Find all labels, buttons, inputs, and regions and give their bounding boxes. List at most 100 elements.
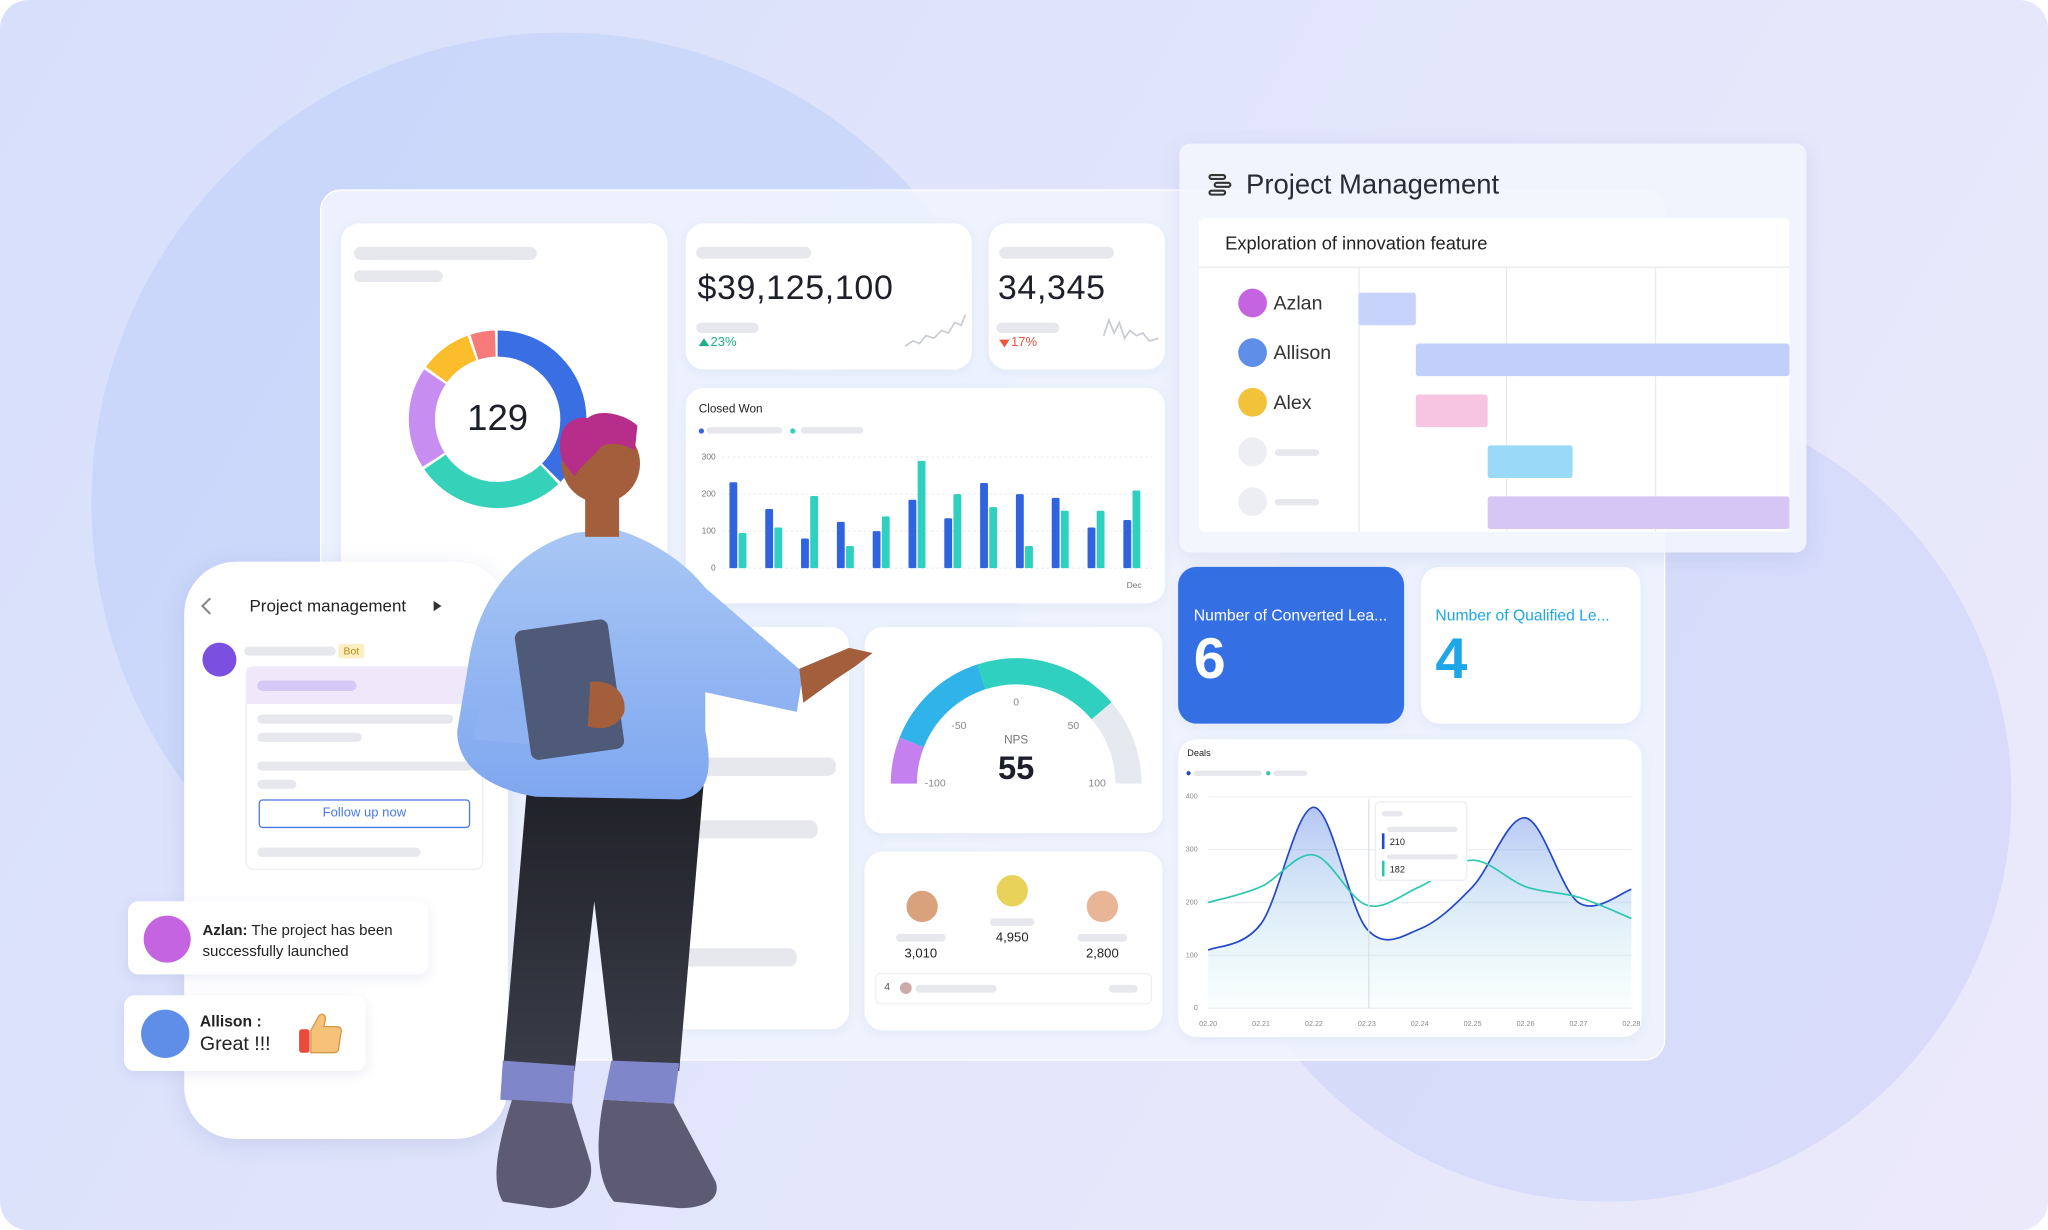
x-tick-label: Dec bbox=[1127, 580, 1143, 590]
bar bbox=[774, 527, 783, 569]
member: Alex bbox=[1273, 391, 1312, 415]
task-title: Exploration of innovation feature bbox=[1225, 232, 1488, 254]
rank: 4 bbox=[884, 980, 891, 993]
member: Allison bbox=[1273, 342, 1332, 365]
mobile-title: Project management bbox=[249, 595, 407, 616]
gantt-bar bbox=[1358, 292, 1416, 326]
placeholder bbox=[990, 918, 1035, 927]
avatar bbox=[143, 915, 191, 963]
gauge-label: NPS bbox=[1004, 734, 1028, 747]
gauge-tick-label: -50 bbox=[951, 721, 966, 732]
avatar bbox=[1238, 437, 1267, 467]
placeholder bbox=[996, 322, 1060, 334]
bar bbox=[729, 482, 738, 569]
placeholder bbox=[257, 761, 473, 771]
placeholder bbox=[1193, 770, 1262, 776]
bar bbox=[917, 460, 926, 569]
area bbox=[1208, 807, 1632, 1009]
x-tick-label: 02.23 bbox=[1358, 1020, 1376, 1028]
gauge-segment bbox=[890, 737, 925, 785]
bar bbox=[989, 507, 998, 569]
tooltip-value: 210 bbox=[1390, 837, 1405, 847]
bar bbox=[1025, 545, 1033, 569]
x-tick-label: 02.24 bbox=[1411, 1020, 1429, 1028]
gauge-segment bbox=[899, 664, 986, 748]
legend-dot bbox=[790, 428, 796, 434]
avatar bbox=[906, 890, 938, 923]
placeholder bbox=[915, 984, 997, 993]
placeholder bbox=[800, 427, 864, 434]
x-tick-label: 02.26 bbox=[1517, 1020, 1535, 1028]
placeholder bbox=[1387, 826, 1458, 832]
sender: Allison : bbox=[199, 1012, 262, 1031]
text: The project has been successfully launch… bbox=[202, 923, 393, 960]
y-tick-label: 100 bbox=[702, 525, 716, 535]
member: Azlan bbox=[1273, 292, 1323, 315]
bar bbox=[1096, 510, 1105, 569]
follow-up-button[interactable]: Follow up now bbox=[258, 799, 471, 829]
converted-card: Number of Converted Lea... 6 bbox=[1178, 566, 1405, 724]
bar bbox=[872, 531, 881, 569]
gauge-value-label: 55 bbox=[998, 749, 1034, 786]
sender: Azlan: bbox=[202, 923, 248, 940]
bar bbox=[944, 518, 953, 569]
back-icon[interactable] bbox=[200, 597, 216, 615]
count-value: 34,345 bbox=[997, 267, 1106, 307]
avatar bbox=[1238, 487, 1267, 516]
gauge-tick-label: 0 bbox=[1013, 697, 1019, 708]
bar bbox=[1132, 490, 1141, 569]
y-tick-label: 0 bbox=[711, 562, 716, 572]
col-line bbox=[1505, 267, 1508, 532]
x-tick-label: 02.21 bbox=[1252, 1020, 1270, 1028]
placeholder bbox=[1387, 854, 1458, 860]
x-tick-label: 02.22 bbox=[1305, 1020, 1323, 1028]
bar bbox=[810, 495, 819, 569]
gantt-bar bbox=[1415, 394, 1488, 428]
avatar bbox=[899, 982, 912, 994]
placeholder bbox=[999, 246, 1115, 259]
bar bbox=[1051, 497, 1060, 569]
y-tick-label: 200 bbox=[702, 488, 716, 498]
y-tick-label: 400 bbox=[1186, 793, 1198, 801]
panel-title: Project Management bbox=[1246, 169, 1500, 200]
up-icon bbox=[698, 338, 710, 347]
bot-badge: Bot bbox=[338, 643, 365, 659]
bar bbox=[1060, 510, 1069, 569]
project-panel: Project Management Exploration of innova… bbox=[1179, 143, 1807, 553]
gauge-value bbox=[977, 658, 1112, 720]
x-tick-label: 02.20 bbox=[1199, 1020, 1217, 1028]
y-tick-label: 200 bbox=[1186, 898, 1198, 906]
leader-score: 2,800 bbox=[1086, 946, 1119, 962]
divider bbox=[1199, 266, 1790, 268]
y-tick-label: 300 bbox=[1186, 846, 1198, 854]
legend-dot bbox=[1266, 771, 1271, 776]
message-bubble: Allison : Great !!! bbox=[124, 995, 366, 1072]
bar bbox=[908, 499, 917, 569]
revenue-card: $39,125,100 23% bbox=[685, 223, 972, 370]
placeholder bbox=[706, 427, 783, 434]
leader-score: 4,950 bbox=[995, 931, 1029, 946]
legend-dot bbox=[698, 428, 704, 434]
text: Great !!! bbox=[199, 1033, 271, 1056]
line bbox=[1207, 806, 1632, 951]
rank-row: 4 bbox=[875, 973, 1152, 1005]
gantt-bar bbox=[1415, 343, 1790, 377]
donut-segment bbox=[408, 330, 587, 509]
y-tick-label: 100 bbox=[1186, 951, 1198, 959]
x-tick-label: 02.28 bbox=[1622, 1020, 1640, 1028]
gauge-tick-label: 100 bbox=[1088, 778, 1106, 789]
gauge-tick-label: 50 bbox=[1068, 721, 1080, 732]
avatar bbox=[1238, 338, 1267, 368]
bar bbox=[846, 545, 854, 569]
sparkline bbox=[904, 314, 967, 347]
placeholder bbox=[1381, 811, 1403, 817]
bar bbox=[1015, 494, 1024, 569]
message-text: Azlan: The project has been successfully… bbox=[202, 921, 418, 963]
qualified-value: 4 bbox=[1435, 626, 1468, 691]
placeholder bbox=[1077, 933, 1128, 942]
message-card: Follow up now bbox=[245, 666, 484, 870]
placeholder bbox=[679, 948, 797, 967]
avatar bbox=[1086, 890, 1119, 923]
deals-title: Deals bbox=[1187, 749, 1211, 759]
thumbs-up bbox=[299, 1013, 343, 1054]
